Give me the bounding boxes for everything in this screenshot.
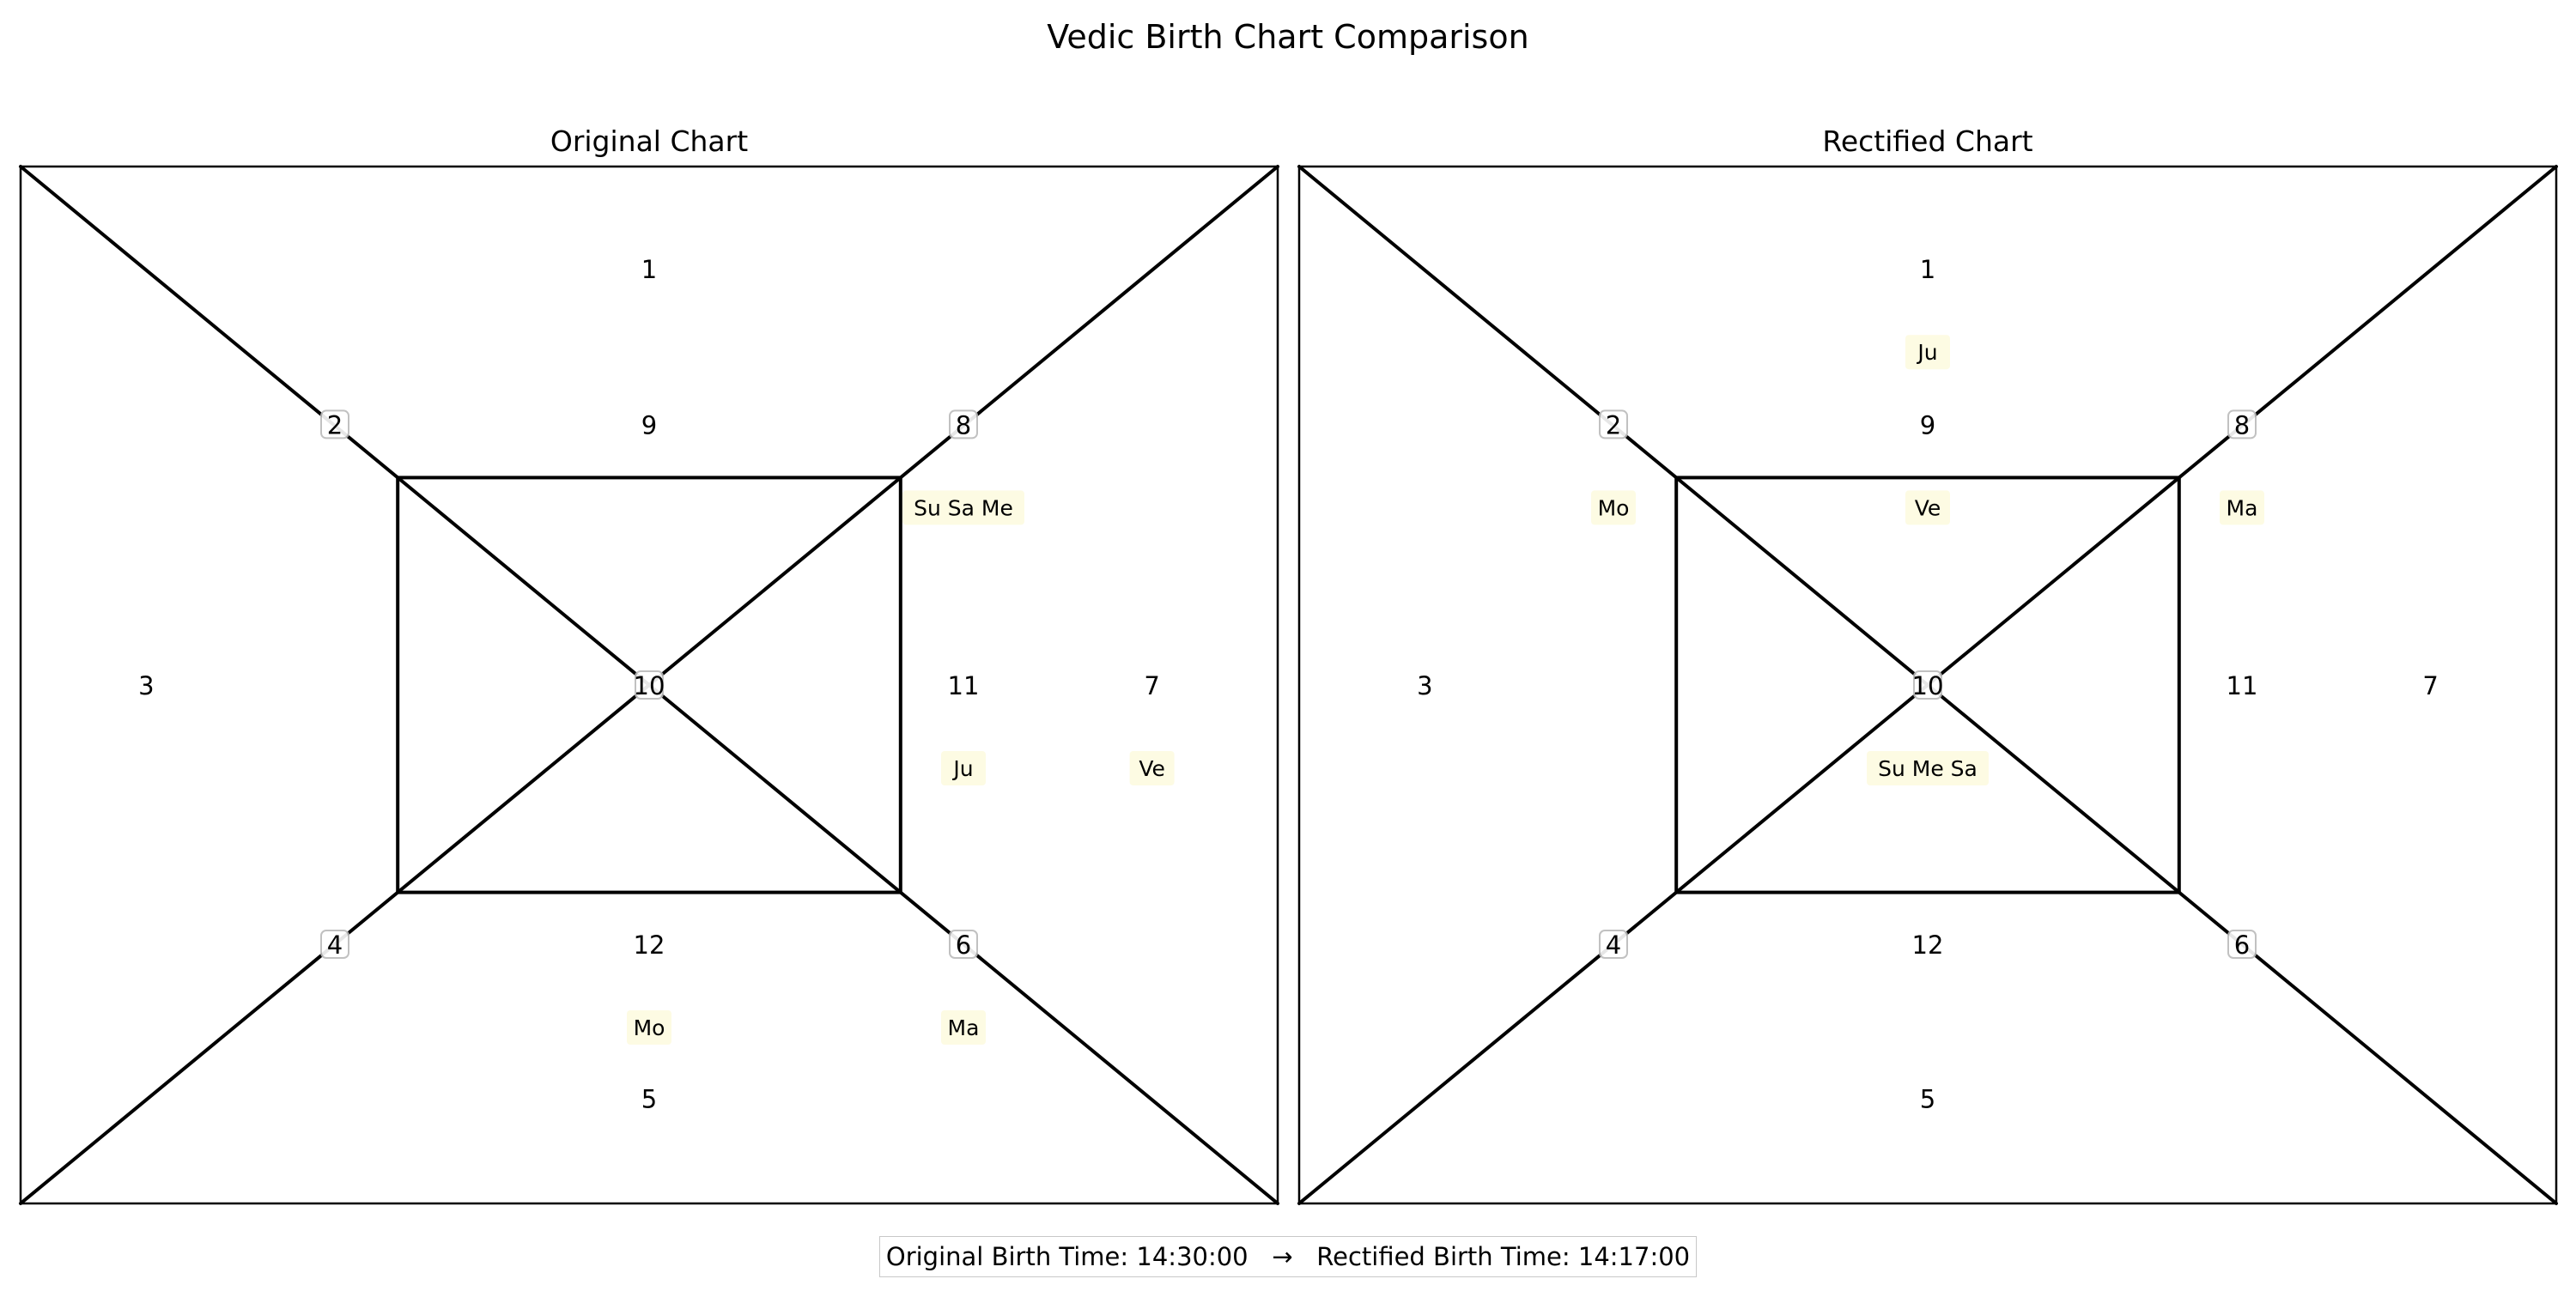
house-number-6: 6 [956,930,971,960]
house-number-3: 3 [138,671,154,700]
planet-label-bg [1591,490,1636,525]
rectified-time-value: 14:17:00 [1577,1242,1691,1271]
rectified-chart-title: Rectified Chart [1822,124,2032,158]
house-number-12: 12 [1912,930,1944,960]
planet-label-bg [1905,335,1950,370]
arrow-icon: → [1272,1242,1293,1271]
planet-label-house-12: Mo [634,1015,665,1040]
house-number-halo [320,930,349,959]
planet-label-house-10: Su Me Sa [1878,756,1978,781]
house-number-halo [949,409,978,439]
rectified-time-label: Rectified Birth Time: [1316,1242,1571,1271]
house-number-2: 2 [327,410,343,439]
original-time-label: Original Birth Time: [885,1242,1129,1271]
house-number-halo [2227,409,2257,439]
planet-label-house-7: Ve [1139,756,1165,781]
rectified-inner-square [1674,476,2181,894]
planet-label-house-2: Mo [1598,495,1630,520]
planet-label-house-9: Ve [1915,495,1941,520]
rectified-chart-frame [1297,165,2558,1205]
house-number-4: 4 [1606,930,1621,960]
house-number-halo [1599,930,1628,959]
planet-label-house-1: Ju [1916,340,1937,365]
house-number-3: 3 [1417,671,1432,700]
planet-label-bg [941,1010,986,1045]
house-number-11: 11 [2227,671,2258,700]
original-time-value: 14:30:00 [1136,1242,1249,1271]
planet-label-bg [627,1010,671,1045]
house-number-halo [320,409,349,439]
house-number-7: 7 [2422,671,2438,700]
planet-label-house-8: Su Sa Me [914,495,1013,520]
house-number-halo [1599,409,1628,439]
house-number-6: 6 [2234,930,2250,960]
planet-label-house-6: Ma [948,1015,980,1040]
original-inner-square [396,476,902,894]
house-number-1: 1 [641,255,657,284]
planet-label-house-11: Ju [951,756,973,781]
figure-title: Vedic Birth Chart Comparison [1047,18,1528,56]
house-number-9: 9 [641,410,657,439]
house-number-12: 12 [634,930,665,960]
house-number-halo [635,670,664,700]
house-number-10: 10 [634,671,665,700]
house-number-1: 1 [1920,255,1935,284]
house-number-halo [949,930,978,959]
house-number-halo [1913,670,1942,700]
house-number-7: 7 [1144,671,1159,700]
house-number-halo [2227,930,2257,959]
birth-time-footer: Original Birth Time: 14:30:00 → Rectifie… [879,1236,1697,1277]
house-number-2: 2 [1606,410,1621,439]
house-number-4: 4 [327,930,343,960]
planet-label-house-8: Ma [2227,495,2258,520]
house-number-5: 5 [641,1085,657,1114]
house-number-8: 8 [2234,410,2250,439]
house-number-8: 8 [956,410,971,439]
house-number-5: 5 [1920,1085,1935,1114]
planet-label-bg [902,490,1024,525]
planet-label-bg [2220,490,2264,525]
original-chart-title: Original Chart [550,124,748,158]
planet-label-bg [941,751,986,785]
planet-label-bg [1905,490,1950,525]
original-chart-frame [19,165,1279,1205]
planet-label-bg [1129,751,1175,785]
house-number-9: 9 [1920,410,1935,439]
house-number-10: 10 [1912,671,1944,700]
planet-label-bg [1867,751,1989,785]
house-number-11: 11 [948,671,980,700]
